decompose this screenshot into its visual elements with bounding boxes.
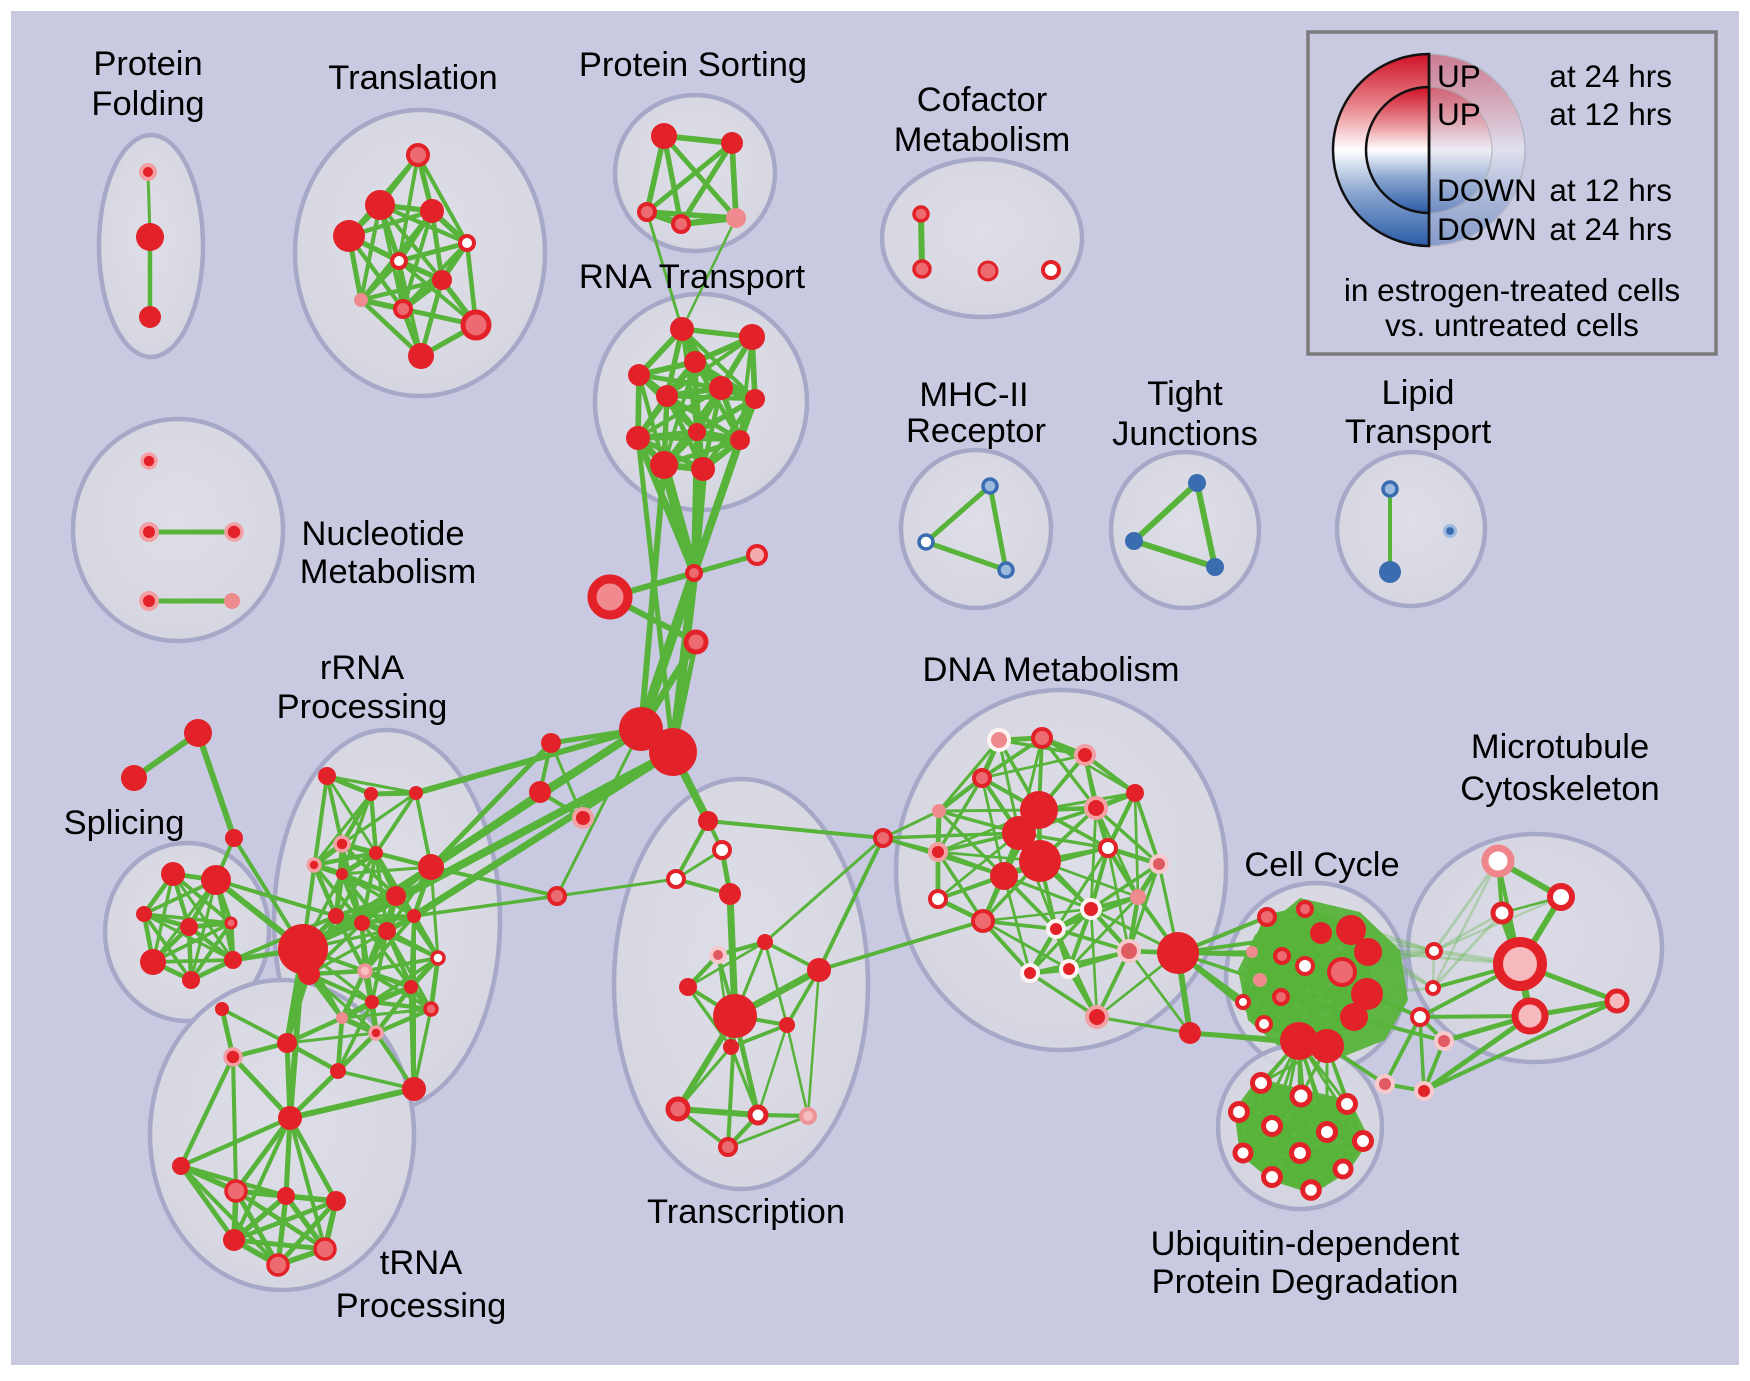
svg-text:in estrogen-treated cells: in estrogen-treated cells [1344, 272, 1680, 308]
svg-text:Receptor: Receptor [906, 412, 1046, 450]
svg-text:Cell Cycle: Cell Cycle [1244, 846, 1399, 884]
svg-text:Protein Degradation: Protein Degradation [1152, 1263, 1459, 1301]
svg-text:Microtubule: Microtubule [1471, 728, 1649, 766]
svg-text:MHC-II: MHC-II [919, 376, 1028, 414]
svg-text:DOWN: DOWN [1437, 211, 1537, 247]
svg-text:RNA Transport: RNA Transport [579, 258, 806, 296]
svg-text:tRNA: tRNA [380, 1244, 462, 1282]
svg-text:DNA Metabolism: DNA Metabolism [923, 651, 1180, 689]
svg-text:Metabolism: Metabolism [894, 121, 1070, 159]
svg-text:Splicing: Splicing [64, 804, 185, 842]
svg-text:Transport: Transport [1345, 413, 1492, 451]
svg-text:Cofactor: Cofactor [917, 81, 1047, 119]
svg-text:Folding: Folding [91, 85, 204, 123]
svg-text:Junctions: Junctions [1112, 415, 1258, 453]
svg-text:at 24 hrs: at 24 hrs [1549, 211, 1672, 247]
svg-text:Translation: Translation [328, 59, 497, 97]
svg-text:at 24 hrs: at 24 hrs [1549, 58, 1672, 94]
svg-text:at 12 hrs: at 12 hrs [1549, 172, 1672, 208]
svg-text:Metabolism: Metabolism [300, 553, 476, 591]
svg-text:DOWN: DOWN [1437, 172, 1537, 208]
svg-text:Processing: Processing [277, 688, 448, 726]
svg-text:vs. untreated cells: vs. untreated cells [1385, 307, 1639, 343]
svg-text:Protein Sorting: Protein Sorting [579, 46, 807, 84]
svg-text:Tight: Tight [1147, 375, 1223, 413]
svg-text:Ubiquitin-dependent: Ubiquitin-dependent [1151, 1225, 1460, 1263]
svg-text:UP: UP [1437, 58, 1481, 94]
svg-text:rRNA: rRNA [320, 649, 404, 687]
svg-text:Cytoskeleton: Cytoskeleton [1460, 770, 1659, 808]
svg-text:Lipid: Lipid [1382, 374, 1455, 412]
svg-text:Transcription: Transcription [647, 1193, 845, 1231]
svg-text:UP: UP [1437, 96, 1481, 132]
svg-text:Protein: Protein [93, 45, 202, 83]
svg-text:at 12 hrs: at 12 hrs [1549, 96, 1672, 132]
svg-text:Processing: Processing [336, 1287, 507, 1325]
svg-text:Nucleotide: Nucleotide [301, 515, 464, 553]
